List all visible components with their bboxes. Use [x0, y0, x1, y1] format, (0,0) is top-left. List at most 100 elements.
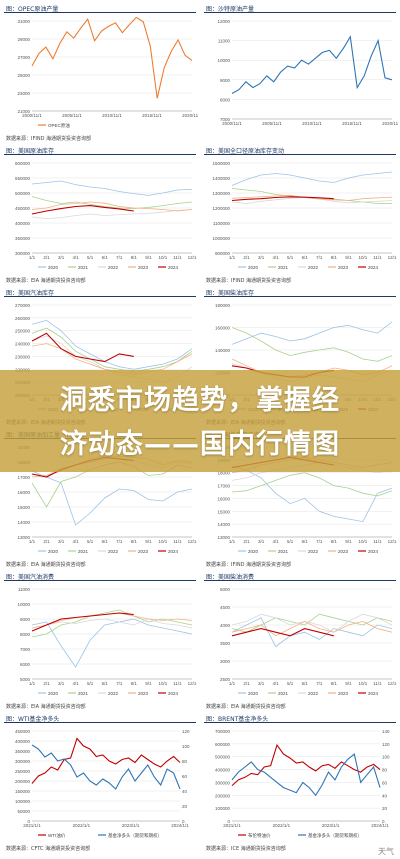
- x-tick-label: 10/1: [359, 539, 368, 544]
- y-tick-label: 7000: [20, 647, 31, 652]
- y2-tick-label: 40: [182, 789, 188, 794]
- y2-tick-label: 120: [182, 729, 190, 734]
- y2-tick-label: 120: [382, 742, 390, 747]
- title-rule: [204, 296, 396, 297]
- series-line: [31, 209, 193, 219]
- chart-title: 图：OPEC原油产量: [6, 6, 59, 13]
- legend-label: 2020: [248, 549, 259, 554]
- title-rule: [204, 722, 396, 723]
- x-tick-label: 12/1: [188, 681, 197, 686]
- series-line: [31, 618, 193, 632]
- series-line: [31, 196, 193, 210]
- y-tick-label: 23000: [17, 91, 30, 96]
- x-tick-label: 10/1: [159, 681, 168, 686]
- series-line: [31, 618, 193, 668]
- legend-label: 2022: [308, 691, 319, 696]
- y-tick-label: 4000: [220, 623, 231, 628]
- x-tick-label: 1/1: [29, 681, 36, 686]
- x-tick-label: 5/1: [87, 255, 94, 260]
- y-tick-label: 11000: [218, 39, 231, 44]
- chart-svg: 450000 400000 350000 300000 250000 200000 1500…: [15, 729, 190, 839]
- chart-svg: 600000 550000 500000 450000 400000 350000 3000…: [15, 161, 197, 270]
- x-tick-label: 7/1: [116, 255, 123, 260]
- x-tick-label: 2024/1/1: [371, 823, 389, 828]
- y-tick-label: 350000: [15, 236, 31, 241]
- x-tick-label: 6/1: [102, 681, 109, 686]
- legend-label: OPEC原油: [48, 122, 70, 129]
- legend-label: 基金净多头（期货和期权）: [108, 832, 162, 839]
- series-line: [31, 332, 134, 363]
- x-tick-label: 2/1: [43, 539, 50, 544]
- series-line: [31, 327, 193, 373]
- x-tick-label: 2/1: [243, 539, 250, 544]
- y-tick-label: 6000: [20, 662, 31, 667]
- x-tick-label: 1/1: [29, 255, 36, 260]
- chart-source: 数据来源：EIA 海通期货投资咨询部: [6, 278, 86, 284]
- legend-label: 2022: [308, 549, 319, 554]
- y-tick-label: 0: [227, 819, 230, 824]
- legend-label: 2020: [48, 549, 59, 554]
- chart-title: 图：美国全口径原油库存变动: [206, 148, 285, 155]
- x-tick-label: 9/1: [345, 681, 352, 686]
- title-rule: [204, 580, 396, 581]
- title-rule: [4, 12, 196, 13]
- x-tick-label: 10/1: [359, 255, 368, 260]
- x-tick-label: 5/1: [287, 255, 294, 260]
- y-tick-label: 11000: [18, 587, 31, 592]
- legend-label: 2022: [108, 549, 119, 554]
- y-tick-label: 150000: [15, 789, 31, 794]
- x-tick-label: 4/1: [73, 539, 80, 544]
- y-tick-label: 550000: [15, 176, 31, 181]
- legend-label: 2024: [368, 549, 379, 554]
- series-line: [31, 16, 193, 99]
- legend-label: WTI油价: [48, 832, 66, 839]
- y-tick-label: 1500000: [212, 161, 230, 166]
- y-tick-label: 2500: [220, 677, 231, 682]
- y-tick-label: 15000: [217, 509, 230, 514]
- y-tick-label: 300000: [15, 759, 31, 764]
- chart-source: 数据来源：EIA 海通期货投资咨询部: [6, 704, 86, 710]
- x-tick-label: 3/1: [258, 255, 265, 260]
- series-line: [231, 194, 393, 201]
- y-tick-label: 21000: [17, 109, 30, 114]
- y-tick-label: 100000: [215, 806, 231, 811]
- chart-panel-2: 图：沙特原油产量 12000 11000 10000 9000 8000 7000 2000/…: [202, 4, 398, 144]
- x-tick-label: 12/1: [388, 255, 397, 260]
- headline-banner: 洞悉市场趋势，掌握经 济动态——国内行情图: [0, 370, 400, 472]
- legend-label: 2021: [278, 265, 289, 270]
- y-tick-label: 250000: [15, 329, 31, 334]
- y-tick-label: 900000: [215, 251, 231, 256]
- y-tick-label: 13000: [217, 535, 230, 540]
- y-tick-label: 260000: [15, 316, 31, 321]
- x-tick-label: 2022/1/1: [73, 823, 91, 828]
- series-line: [231, 613, 393, 633]
- x-tick-label: 3/1: [258, 681, 265, 686]
- x-tick-label: 11/1: [173, 539, 182, 544]
- y2-tick-label: 60: [382, 780, 388, 785]
- y-tick-label: 600000: [15, 161, 31, 166]
- x-tick-label: 2021/1/1: [23, 823, 41, 828]
- x-tick-label: 11/1: [373, 539, 382, 544]
- legend-label: 2022: [308, 265, 319, 270]
- legend-label: 2021: [78, 549, 89, 554]
- y2-tick-label: 40: [382, 793, 388, 798]
- chart-title: 图：美国原油库存: [6, 148, 55, 155]
- y-tick-label: 700000: [215, 729, 231, 734]
- y2-tick-label: 80: [182, 759, 188, 764]
- series-line: [231, 617, 393, 648]
- x-tick-label: 2022/1/1: [273, 823, 291, 828]
- legend-label: 2021: [278, 549, 289, 554]
- legend-label: 2024: [168, 549, 179, 554]
- y-tick-label: 14000: [17, 520, 30, 525]
- y-tick-label: 5000: [220, 587, 231, 592]
- legend-label: 2021: [78, 265, 89, 270]
- x-tick-label: 2005/11/1: [62, 113, 82, 118]
- x-tick-label: 2024/1/1: [171, 823, 189, 828]
- x-tick-label: 2/1: [43, 681, 50, 686]
- x-tick-label: 7/1: [116, 681, 123, 686]
- legend-label: 2023: [338, 265, 349, 270]
- y-tick-label: 160000: [215, 326, 231, 331]
- legend-label: 2023: [138, 265, 149, 270]
- x-tick-label: 11/1: [373, 255, 382, 260]
- y-tick-label: 300000: [215, 780, 231, 785]
